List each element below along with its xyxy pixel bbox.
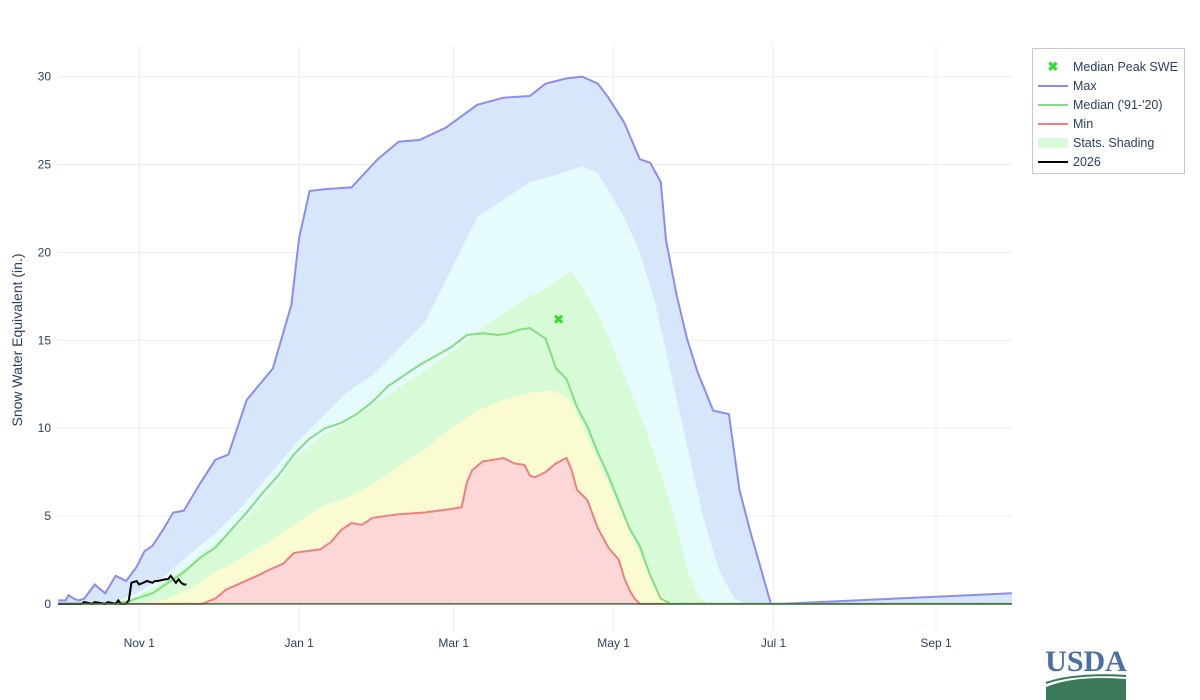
median-peak-marker <box>554 314 564 324</box>
x-tick-label: Jan 1 <box>284 636 314 650</box>
line-swatch-icon <box>1038 103 1068 106</box>
percentile-shading <box>58 76 1012 604</box>
legend-label: Min <box>1073 116 1094 131</box>
x-marker-icon: ✖ <box>1047 59 1059 74</box>
band-min-zero <box>58 458 1012 604</box>
legend-item-min[interactable]: Min <box>1033 114 1184 133</box>
legend-item-2026[interactable]: 2026 <box>1033 152 1184 171</box>
y-tick-label: 15 <box>38 333 52 347</box>
y-tick-label: 25 <box>38 158 52 172</box>
axis-ticks: 0 5 10 15 20 25 30 Nov 1 Jan 1 Mar 1 May 1 Jul 1 Sep… <box>38 70 952 650</box>
legend-item-shading[interactable]: Stats. Shading <box>1033 133 1184 152</box>
line-swatch-icon <box>1038 84 1068 87</box>
series-lines <box>58 75 1013 606</box>
y-tick-label: 0 <box>44 597 51 611</box>
y-axis-title: Snow Water Equivalent (in.) <box>9 254 25 427</box>
legend-label: Max <box>1073 78 1097 93</box>
chart-legend[interactable]: ✖ Median Peak SWE Max Median ('91-'20) M… <box>1032 48 1185 174</box>
fill-swatch-icon <box>1038 137 1068 148</box>
series-line-median <box>58 326 1012 605</box>
band-max-p90 <box>58 76 1012 604</box>
series-line-2026 <box>58 574 187 606</box>
line-swatch-icon <box>1038 160 1068 163</box>
series-line-max <box>58 75 1013 605</box>
x-tick-label: Nov 1 <box>124 636 156 650</box>
band-p90-p70 <box>58 166 1012 604</box>
legend-item-median[interactable]: Median ('91-'20) <box>1033 95 1184 114</box>
y-tick-label: 10 <box>38 421 52 435</box>
x-tick-label: Mar 1 <box>438 636 469 650</box>
y-tick-label: 20 <box>38 245 52 259</box>
usda-logo-icon: USDA <box>1045 645 1127 700</box>
band-p70-p30 <box>58 271 1012 604</box>
line-swatch-icon <box>1038 122 1068 125</box>
legend-item-median-peak[interactable]: ✖ Median Peak SWE <box>1033 57 1184 76</box>
usda-logo-text: USDA <box>1045 645 1127 678</box>
y-tick-label: 30 <box>38 70 52 84</box>
band-p30-min <box>58 391 1012 604</box>
y-tick-label: 5 <box>44 509 51 523</box>
series-line-min <box>58 456 1012 605</box>
legend-label: 2026 <box>1073 154 1101 169</box>
x-tick-label: May 1 <box>597 636 630 650</box>
legend-item-max[interactable]: Max <box>1033 76 1184 95</box>
x-tick-label: Jul 1 <box>761 636 787 650</box>
x-tick-label: Sep 1 <box>920 636 952 650</box>
legend-label: Median Peak SWE <box>1073 59 1178 74</box>
legend-label: Stats. Shading <box>1073 135 1155 150</box>
legend-label: Median ('91-'20) <box>1073 97 1163 112</box>
